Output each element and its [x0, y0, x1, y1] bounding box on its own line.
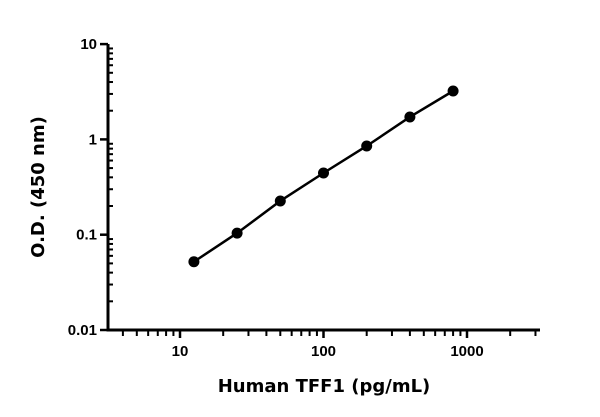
data-point [447, 85, 459, 97]
data-point [274, 195, 286, 207]
y-tick-label: 10 [80, 36, 97, 53]
y-tick-label: 0.01 [68, 322, 97, 339]
x-tick-label: 100 [311, 343, 336, 360]
x-tick-label: 10 [172, 343, 189, 360]
x-axis-title: Human TFF1 (pg/mL) [218, 376, 431, 397]
plot-area [188, 85, 459, 268]
data-point [188, 256, 200, 268]
y-tick-label: 1 [89, 131, 97, 148]
y-axis-title: O.D. (450 nm) [28, 116, 49, 258]
data-point [231, 227, 243, 239]
data-point [404, 111, 416, 123]
axes: 0.01 0.1 1 10 10 100 1000 [68, 36, 540, 360]
y-tick-label: 0.1 [76, 227, 97, 244]
x-tick-label: 1000 [450, 343, 483, 360]
data-point [361, 140, 373, 152]
data-point [318, 167, 329, 179]
